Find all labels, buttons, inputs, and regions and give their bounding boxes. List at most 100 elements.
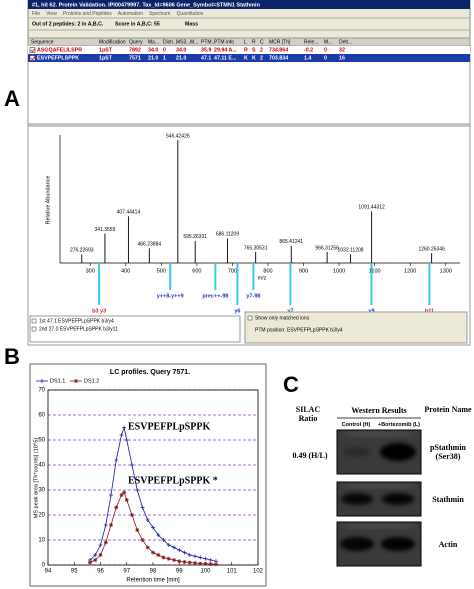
data-point [187, 560, 192, 565]
lane-label: Control (H) [341, 422, 371, 428]
table-cell: 0 [324, 56, 327, 62]
data-point [166, 556, 171, 561]
checkbox[interactable] [31, 318, 37, 324]
column-header: C [260, 39, 264, 45]
x-tick-label: 1000 [333, 268, 345, 274]
blot-band [382, 493, 414, 505]
column-header: PTM... [201, 39, 216, 45]
legend-label: DS1.1 [50, 378, 65, 384]
toolbar-text: Score in A,B,C: 55 [115, 21, 160, 27]
peak-annotation: ESVPEFPLpSPPK * [128, 475, 218, 486]
legend-label: DS1.2 [84, 378, 99, 384]
table-cell: S [252, 48, 256, 54]
ion-marker [98, 263, 101, 305]
peak-label: 407.44414 [117, 210, 141, 216]
x-tick-label: 400 [121, 268, 130, 274]
column-header: Modification [99, 39, 126, 45]
peak-label: 1032.11208 [338, 248, 364, 254]
table-cell: 1pST [99, 56, 113, 62]
table-row[interactable] [28, 54, 470, 62]
data-point [135, 488, 140, 492]
table-cell: 34.0 [148, 48, 158, 54]
table-cell: 2 [260, 56, 263, 62]
x-tick-label: 800 [263, 268, 272, 274]
x-tick-label: 1100 [369, 268, 381, 274]
data-point [151, 550, 155, 555]
column-header: PTM info [214, 39, 234, 45]
y-axis-label: MS peak area [Th*counts] (10^5) [33, 438, 39, 519]
menu-item[interactable]: Automation [118, 11, 144, 17]
data-point [161, 538, 166, 542]
row-checkbox[interactable] [29, 55, 36, 61]
peak-label: 865.41241 [279, 239, 303, 245]
ion-marker [214, 263, 217, 290]
blot-sheen [341, 524, 417, 528]
data-point [203, 556, 208, 561]
checkbox[interactable] [31, 326, 37, 332]
menu-item[interactable]: Proteins and Peptides [63, 11, 112, 17]
column-header: MCR [Th] [269, 39, 291, 45]
x-tick-label: 97 [123, 569, 130, 575]
options-box [244, 311, 468, 344]
peak-label: 1260.26346 [418, 246, 445, 252]
menu-item[interactable]: View [46, 11, 57, 17]
data-point [130, 513, 134, 517]
table-cell: 47.1 [201, 56, 211, 62]
window-title: #1, hit 62. Protein Validation. IPI00479… [32, 2, 261, 8]
protein-header: Protein Name [424, 405, 472, 414]
ion-label: y7 [287, 308, 293, 314]
data-point [172, 558, 176, 562]
ion-marker [236, 263, 239, 305]
blot-band [381, 537, 415, 551]
data-point [198, 555, 203, 560]
menu-item[interactable]: Spectrum [149, 11, 170, 17]
table-cell: K [244, 56, 248, 62]
data-point [88, 560, 92, 565]
protein-name: Stathmin [432, 495, 464, 504]
peak-label: 595.26331 [183, 234, 207, 240]
column-header: Sequence [31, 39, 54, 45]
x-tick-label: 900 [299, 268, 308, 274]
x-tick-label: 99 [176, 569, 183, 575]
menu-item[interactable]: File [32, 11, 40, 17]
data-point [145, 518, 150, 522]
x-tick-label: 300 [86, 268, 95, 274]
table-row[interactable] [28, 46, 470, 54]
data-point [124, 498, 129, 502]
column-header: MS3... [176, 39, 190, 45]
data-point [156, 553, 161, 557]
data-point [114, 505, 119, 510]
table-cell: 47.11 E... [214, 56, 237, 62]
x-axis-label: Retention time [min] [126, 578, 180, 584]
data-point [135, 528, 140, 532]
data-point [151, 525, 155, 530]
table-cell: 16 [339, 56, 345, 62]
menu-item[interactable]: Quantitation [176, 11, 203, 17]
data-point [130, 463, 134, 467]
data-point [114, 458, 119, 462]
table-cell: ASGQAFELILSPR [37, 48, 82, 54]
row-checkbox[interactable] [29, 47, 36, 53]
data-point [119, 433, 124, 437]
table-cell: 7892 [129, 48, 141, 54]
check-mark [30, 56, 36, 61]
y-tick-label: 60 [38, 413, 45, 419]
x-tick-label: 96 [97, 569, 104, 575]
blot-band [343, 447, 371, 457]
checkbox[interactable] [247, 315, 253, 321]
data-point [193, 561, 197, 565]
ion-label: y++8-y++9 [157, 293, 184, 299]
data-point [214, 562, 218, 567]
hit-list [29, 315, 241, 343]
data-point [182, 560, 187, 564]
option-text: Show only matched ions [255, 315, 310, 321]
y-tick-label: 40 [38, 463, 45, 469]
silac-header: SILAC Ratio [295, 405, 321, 423]
peak-annotation: ESVPEFPLpSPPK [128, 421, 210, 432]
data-point [198, 561, 203, 566]
table-cell: -0.2 [304, 48, 313, 54]
x-tick-label: 700 [228, 268, 237, 274]
data-point [93, 553, 98, 557]
table-cell: 21.0 [148, 56, 158, 62]
table-cell: 34.0 [176, 48, 186, 54]
